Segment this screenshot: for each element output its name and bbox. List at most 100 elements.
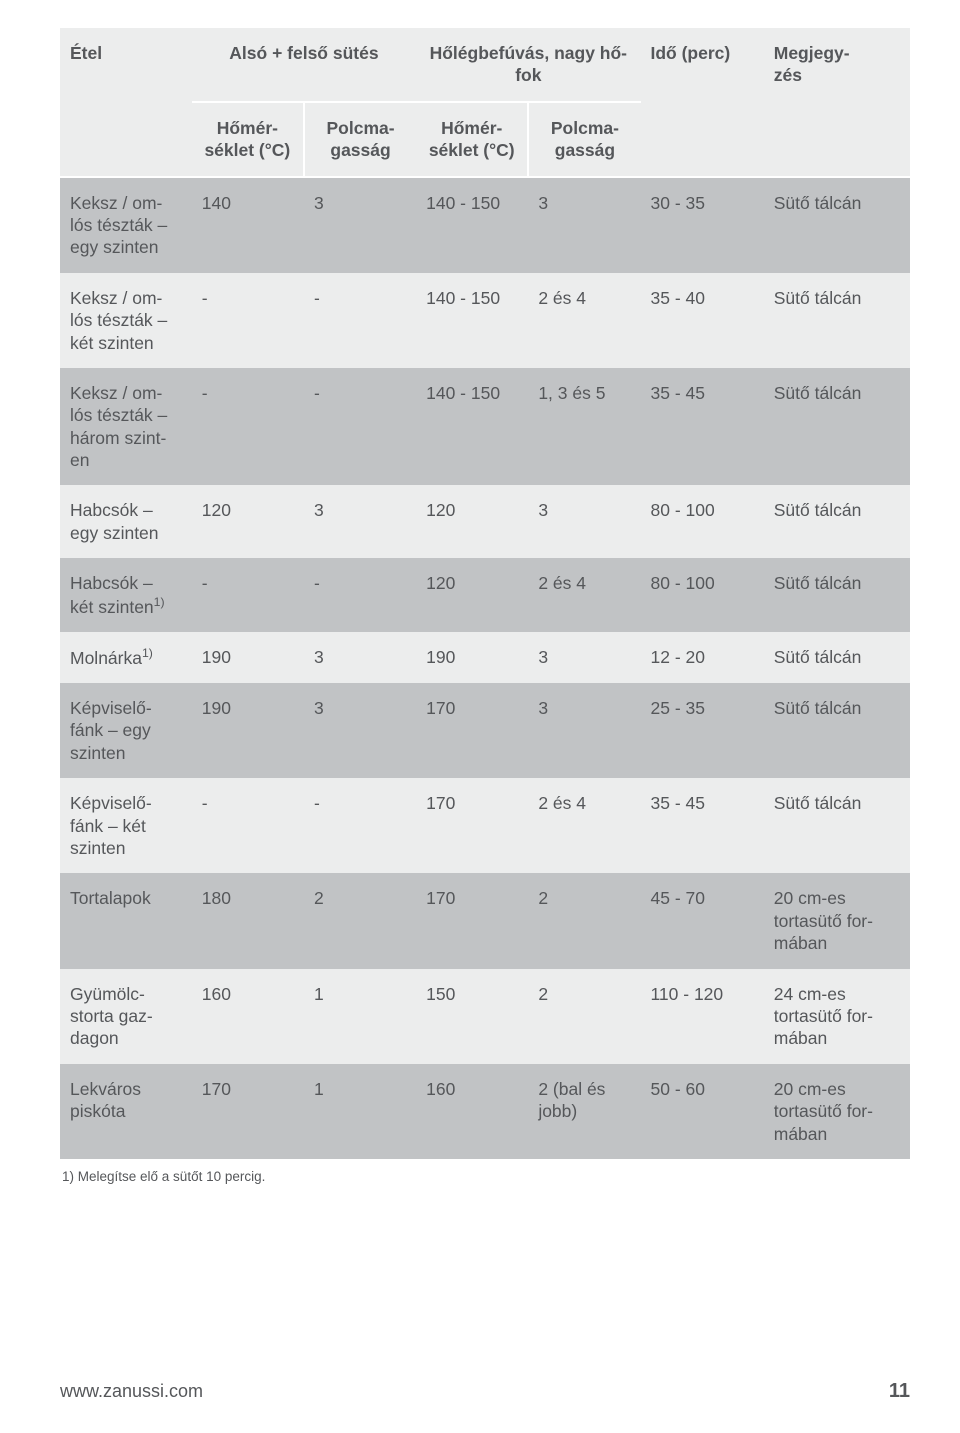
cell: 110 - 120 bbox=[641, 969, 764, 1064]
cell: 3 bbox=[528, 485, 640, 558]
col-also-felso: Alsó + felső sütés bbox=[192, 28, 416, 102]
col-shelf-1: Polcma‐gasság bbox=[304, 102, 416, 177]
col-temp-1: Hőmér‐séklet (°C) bbox=[192, 102, 304, 177]
col-etel: Étel bbox=[60, 28, 192, 177]
cell-label: Habcsók –két szinten1) bbox=[60, 558, 192, 632]
cell: - bbox=[304, 368, 416, 486]
table-head: Étel Alsó + felső sütés Hőlégbefúvás, na… bbox=[60, 28, 910, 177]
cell: Sütő tálcán bbox=[764, 778, 910, 873]
cell: 3 bbox=[304, 177, 416, 273]
table-row: Tortalapok1802170245 - 7020 cm-estortasü… bbox=[60, 873, 910, 968]
col-ido: Idő (perc) bbox=[641, 28, 764, 177]
cell: 170 bbox=[416, 778, 528, 873]
cell-label: Molnárka1) bbox=[60, 632, 192, 683]
cell: 140 bbox=[192, 177, 304, 273]
cell: 140 - 150 bbox=[416, 368, 528, 486]
cell: Sütő tálcán bbox=[764, 368, 910, 486]
col-temp-2: Hőmér‐séklet (°C) bbox=[416, 102, 528, 177]
table-body: Keksz / om‐lós tészták –egy szinten14031… bbox=[60, 177, 910, 1159]
cell: 35 - 45 bbox=[641, 778, 764, 873]
cell: 120 bbox=[416, 485, 528, 558]
cell-label: Lekvárospiskóta bbox=[60, 1064, 192, 1159]
cell: - bbox=[192, 558, 304, 632]
table-row: Gyümölc‐storta gaz‐dagon16011502110 - 12… bbox=[60, 969, 910, 1064]
cell: 30 - 35 bbox=[641, 177, 764, 273]
cell: 24 cm-estortasütő for‐mában bbox=[764, 969, 910, 1064]
footer-url: www.zanussi.com bbox=[60, 1381, 203, 1402]
cell: 170 bbox=[416, 683, 528, 778]
cell: 20 cm-estortasütő for‐mában bbox=[764, 873, 910, 968]
table-row: Képviselő‐fánk – egyszinten1903170325 - … bbox=[60, 683, 910, 778]
table-row: Lekvárospiskóta17011602 (bal ésjobb)50 -… bbox=[60, 1064, 910, 1159]
cell: 170 bbox=[192, 1064, 304, 1159]
cell: - bbox=[304, 558, 416, 632]
cell: - bbox=[304, 273, 416, 368]
cell: 160 bbox=[192, 969, 304, 1064]
cell-label: Gyümölc‐storta gaz‐dagon bbox=[60, 969, 192, 1064]
col-shelf-2: Polcma‐gasság bbox=[528, 102, 640, 177]
cell-label: Keksz / om‐lós tészták –három szint‐en bbox=[60, 368, 192, 486]
cell: 45 - 70 bbox=[641, 873, 764, 968]
cell-label: Keksz / om‐lós tészták –egy szinten bbox=[60, 177, 192, 273]
col-megj: Megjegy‐zés bbox=[764, 28, 910, 177]
cell: 3 bbox=[304, 683, 416, 778]
cell-label: Habcsók –egy szinten bbox=[60, 485, 192, 558]
cell: 80 - 100 bbox=[641, 558, 764, 632]
cell: 3 bbox=[528, 632, 640, 683]
cell: 25 - 35 bbox=[641, 683, 764, 778]
cell: Sütő tálcán bbox=[764, 632, 910, 683]
cell: 2 és 4 bbox=[528, 558, 640, 632]
footnote: 1) Melegítse elő a sütőt 10 percig. bbox=[60, 1159, 910, 1184]
page-footer: www.zanussi.com 11 bbox=[60, 1380, 910, 1403]
cell: 190 bbox=[416, 632, 528, 683]
cell: - bbox=[304, 778, 416, 873]
cell-label: Keksz / om‐lós tészták –két szinten bbox=[60, 273, 192, 368]
table-row: Habcsók –egy szinten1203120380 - 100Sütő… bbox=[60, 485, 910, 558]
cell: 2 bbox=[528, 873, 640, 968]
cooking-table: Étel Alsó + felső sütés Hőlégbefúvás, na… bbox=[60, 28, 910, 1159]
table-row: Habcsók –két szinten1)--1202 és 480 - 10… bbox=[60, 558, 910, 632]
cell: 3 bbox=[528, 177, 640, 273]
cell: 170 bbox=[416, 873, 528, 968]
cell: 3 bbox=[528, 683, 640, 778]
table-row: Molnárka1)1903190312 - 20Sütő tálcán bbox=[60, 632, 910, 683]
cell: 140 - 150 bbox=[416, 177, 528, 273]
cell: Sütő tálcán bbox=[764, 177, 910, 273]
cell: 35 - 45 bbox=[641, 368, 764, 486]
cell: 1 bbox=[304, 969, 416, 1064]
cell: 3 bbox=[304, 632, 416, 683]
cell: 120 bbox=[192, 485, 304, 558]
cell: 160 bbox=[416, 1064, 528, 1159]
table-row: Képviselő‐fánk – kétszinten--1702 és 435… bbox=[60, 778, 910, 873]
cell: 150 bbox=[416, 969, 528, 1064]
cell: 190 bbox=[192, 683, 304, 778]
table-row: Keksz / om‐lós tészták –három szint‐en--… bbox=[60, 368, 910, 486]
cell-label: Tortalapok bbox=[60, 873, 192, 968]
cell: Sütő tálcán bbox=[764, 485, 910, 558]
cell-label: Képviselő‐fánk – kétszinten bbox=[60, 778, 192, 873]
cell: 180 bbox=[192, 873, 304, 968]
cell: - bbox=[192, 778, 304, 873]
cell: - bbox=[192, 273, 304, 368]
cell: 2 és 4 bbox=[528, 273, 640, 368]
cell: 80 - 100 bbox=[641, 485, 764, 558]
cell: 2 bbox=[304, 873, 416, 968]
header-row-1: Étel Alsó + felső sütés Hőlégbefúvás, na… bbox=[60, 28, 910, 102]
cell: 2 és 4 bbox=[528, 778, 640, 873]
cell: Sütő tálcán bbox=[764, 683, 910, 778]
cell: 1, 3 és 5 bbox=[528, 368, 640, 486]
cell: 140 - 150 bbox=[416, 273, 528, 368]
cell: 120 bbox=[416, 558, 528, 632]
cell: 12 - 20 bbox=[641, 632, 764, 683]
cell: Sütő tálcán bbox=[764, 273, 910, 368]
cell: 1 bbox=[304, 1064, 416, 1159]
cell: 2 bbox=[528, 969, 640, 1064]
page: Étel Alsó + felső sütés Hőlégbefúvás, na… bbox=[0, 0, 960, 1433]
table-row: Keksz / om‐lós tészták –egy szinten14031… bbox=[60, 177, 910, 273]
cell: 2 (bal ésjobb) bbox=[528, 1064, 640, 1159]
cell: 20 cm-estortasütő for‐mában bbox=[764, 1064, 910, 1159]
cell: 35 - 40 bbox=[641, 273, 764, 368]
cell-label: Képviselő‐fánk – egyszinten bbox=[60, 683, 192, 778]
cell: Sütő tálcán bbox=[764, 558, 910, 632]
cell: 190 bbox=[192, 632, 304, 683]
